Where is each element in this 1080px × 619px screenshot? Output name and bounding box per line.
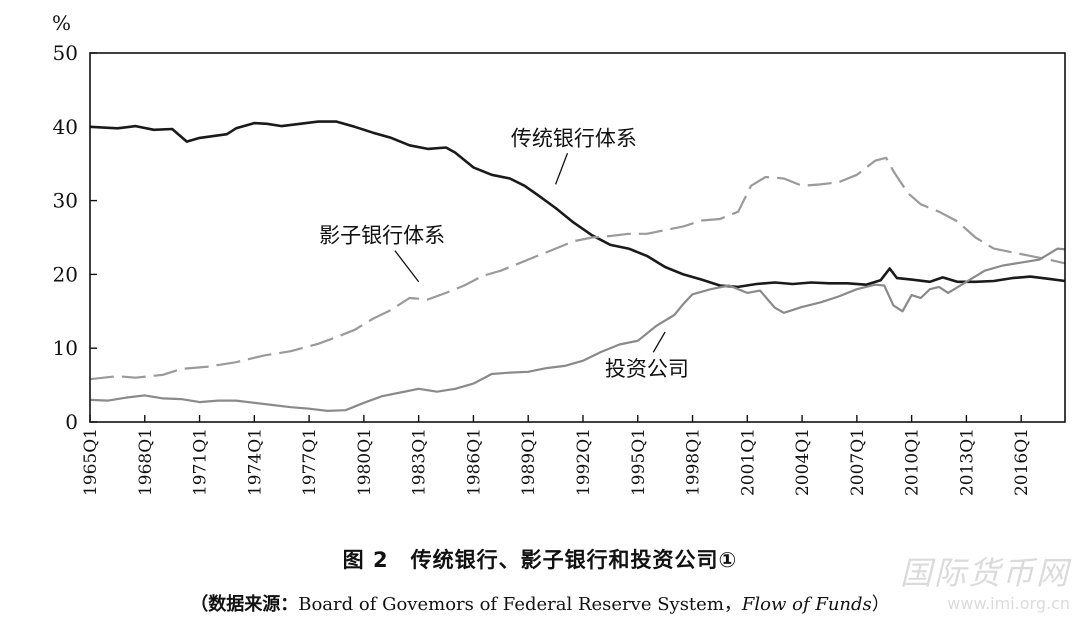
series-line bbox=[89, 247, 1066, 412]
y-tick-label: 20 bbox=[53, 262, 78, 286]
x-tick-label: 1992Q1 bbox=[574, 428, 594, 496]
source-text: Board of Govemors of Federal Reserve Sys… bbox=[298, 594, 742, 615]
x-tick-label: 2004Q1 bbox=[793, 428, 813, 496]
x-tick-label: 1971Q1 bbox=[191, 428, 211, 496]
annotation-label: 影子银行体系 bbox=[319, 224, 445, 248]
y-axis: 0 10 20 30 40 50 bbox=[53, 41, 97, 434]
x-tick-label: 2016Q1 bbox=[1012, 428, 1032, 496]
x-tick-label: 1977Q1 bbox=[300, 428, 320, 496]
x-tick-label: 1986Q1 bbox=[464, 428, 484, 496]
x-tick-label: 2001Q1 bbox=[738, 428, 758, 496]
figure-source: （数据来源：Board of Govemors of Federal Reser… bbox=[0, 590, 1080, 616]
x-tick-label: 2013Q1 bbox=[957, 428, 977, 496]
x-tick-label: 1998Q1 bbox=[684, 428, 704, 496]
y-tick-label: 50 bbox=[53, 41, 78, 65]
watermark-name: 国际货币网 bbox=[899, 554, 1070, 592]
series-line bbox=[89, 120, 1066, 289]
figure-caption: 图 2 传统银行、影子银行和投资公司① bbox=[342, 548, 738, 572]
x-tick-label: 1965Q1 bbox=[81, 428, 101, 496]
series-layer bbox=[89, 120, 1066, 412]
x-tick-label: 2010Q1 bbox=[903, 428, 923, 496]
x-tick-label: 1968Q1 bbox=[136, 428, 156, 496]
y-tick-label: 10 bbox=[53, 336, 78, 360]
x-tick-label: 1995Q1 bbox=[629, 428, 649, 496]
x-axis: 1965Q1 1968Q1 1971Q1 1974Q1 1977Q1 1980Q1 1983… bbox=[81, 415, 1032, 496]
x-tick-label: 2007Q1 bbox=[848, 428, 868, 496]
y-tick-label: 40 bbox=[53, 115, 78, 139]
annotation-leader bbox=[394, 250, 420, 283]
series-line bbox=[89, 156, 1066, 381]
x-tick-label: 1980Q1 bbox=[355, 428, 375, 496]
x-tick-label: 1974Q1 bbox=[245, 428, 265, 496]
plot-frame bbox=[89, 52, 1066, 423]
annotation-label: 投资公司 bbox=[605, 357, 689, 381]
x-tick-label: 1983Q1 bbox=[410, 428, 430, 496]
annotation-label: 传统银行体系 bbox=[511, 126, 637, 150]
source-close: ） bbox=[871, 594, 890, 615]
y-tick-label: 0 bbox=[65, 410, 78, 434]
y-tick-label: 30 bbox=[53, 189, 78, 213]
y-axis-unit: % bbox=[52, 11, 71, 35]
annotation-leader bbox=[554, 153, 569, 185]
watermark-url: www.imi.org.cn bbox=[947, 594, 1070, 613]
x-tick-label: 1989Q1 bbox=[519, 428, 539, 496]
source-title: Flow of Funds bbox=[741, 594, 872, 615]
source-label: （数据来源： bbox=[190, 594, 299, 615]
watermark-logo: 国际货币网 www.imi.org.cn bbox=[895, 548, 1070, 613]
annotation-leader bbox=[652, 331, 666, 353]
